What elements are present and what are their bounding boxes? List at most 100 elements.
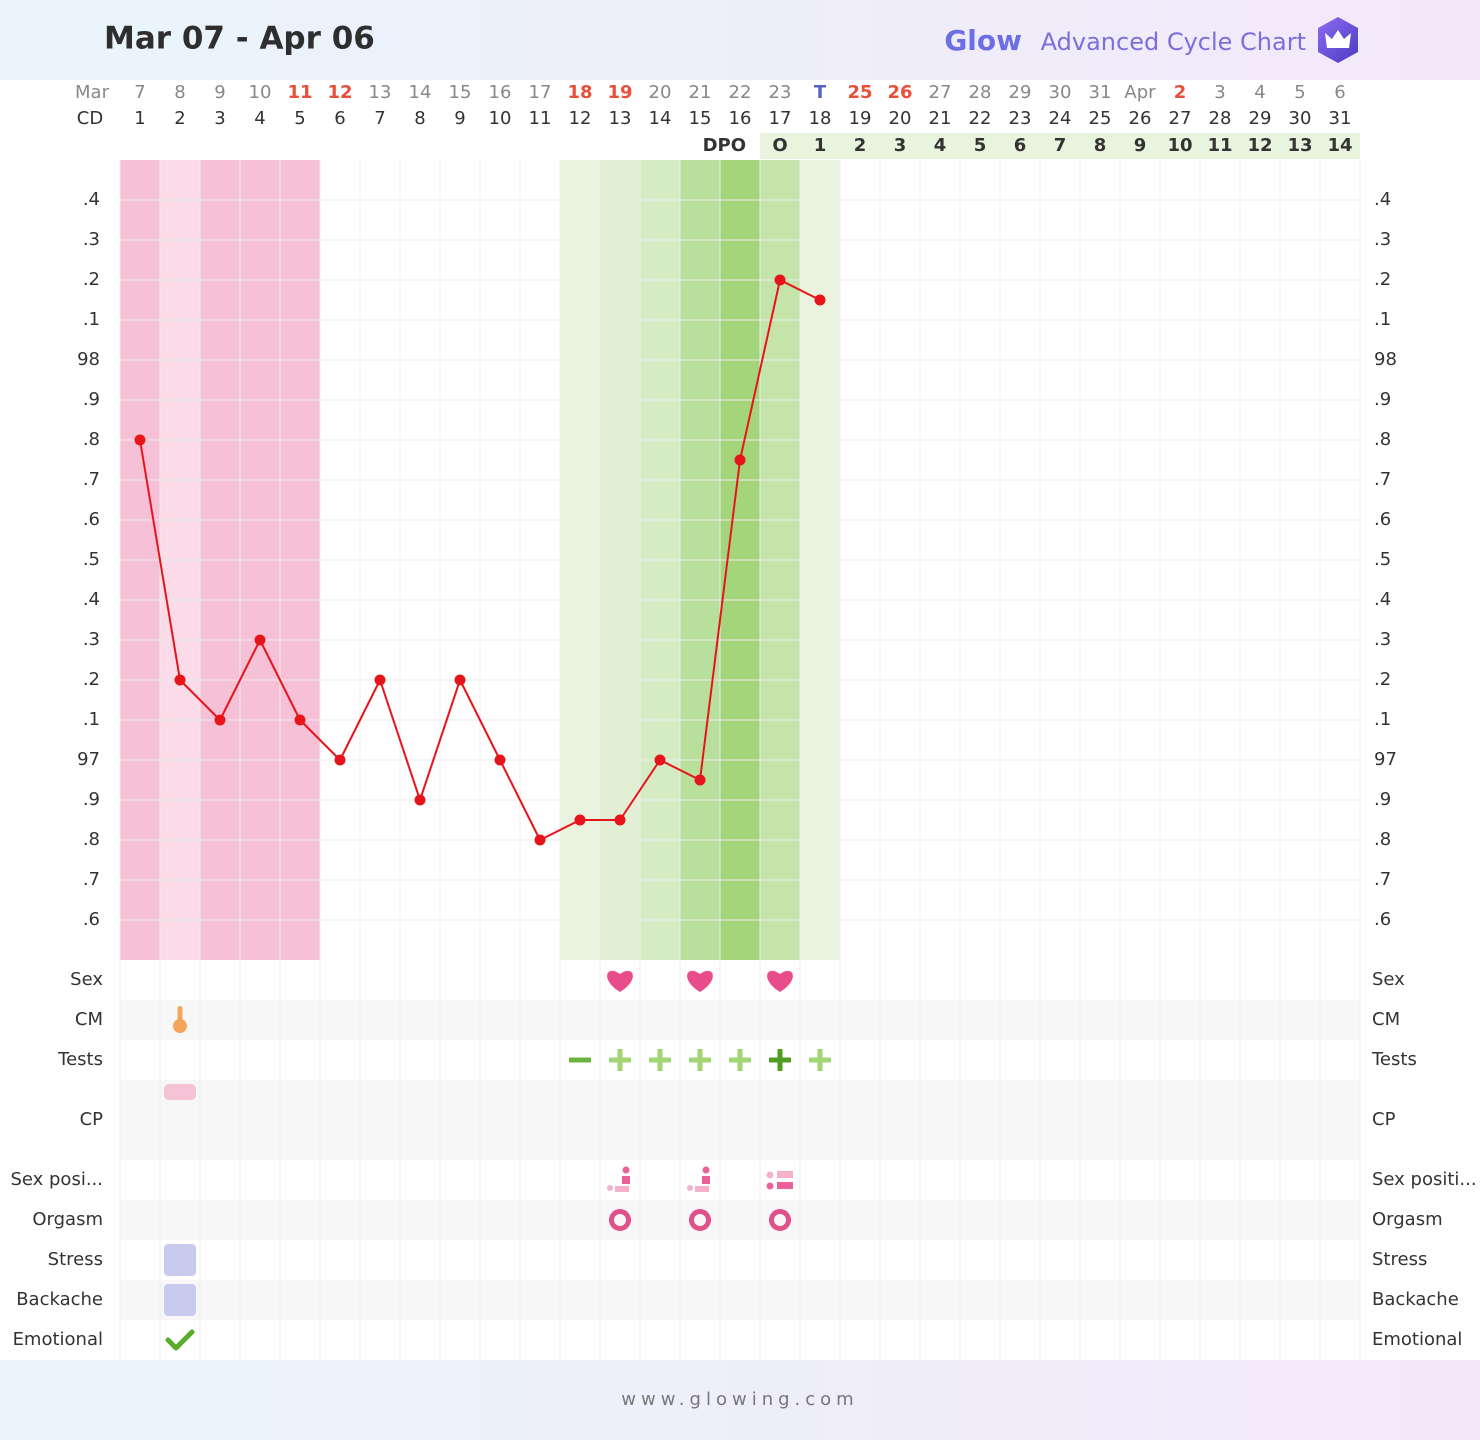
date-label: 23 — [769, 82, 792, 103]
y-tick-label: .4 — [83, 189, 100, 210]
dpo-title: DPO — [703, 135, 746, 156]
subtitle: Advanced Cycle Chart — [1041, 28, 1306, 56]
log-icon — [769, 1049, 791, 1071]
plot: .6.6.7.7.8.8.9.997 97.1.1.2.2.3.3.4.4.5.5… — [10, 82, 1477, 1351]
dpo-label: 4 — [934, 135, 947, 156]
y2-tick-label: 97 — [1374, 749, 1397, 770]
log-icon — [164, 1084, 196, 1100]
temperature-point — [494, 754, 506, 766]
log-icon — [649, 1049, 671, 1071]
row-band — [120, 1080, 1360, 1160]
grid — [119, 160, 1361, 1360]
icon-part — [817, 1049, 823, 1071]
y2-tick-label: .9 — [1374, 789, 1391, 810]
icon-part — [777, 1171, 793, 1178]
icon-part — [615, 1186, 629, 1192]
date-label: 12 — [327, 82, 352, 103]
icon-part — [689, 1209, 711, 1231]
row-label: Sex posi... — [10, 1169, 103, 1190]
temperature-line — [139, 278, 821, 842]
dpo-label: 7 — [1054, 135, 1067, 156]
date-label: 3 — [1214, 82, 1225, 103]
date-label: 2 — [1174, 82, 1187, 103]
y-tick-label: .5 — [83, 549, 100, 570]
icon-part — [569, 1057, 591, 1063]
row-band — [120, 1200, 1360, 1240]
y-tick-label: .2 — [83, 269, 100, 290]
date-label: 29 — [1009, 82, 1032, 103]
temperature-point — [814, 294, 826, 306]
date-label: 27 — [929, 82, 952, 103]
date-label: 8 — [174, 82, 185, 103]
icon-part — [769, 1209, 791, 1231]
icon-part — [702, 1166, 710, 1174]
y2-tick-label: .7 — [1374, 869, 1391, 890]
cd-label: 29 — [1249, 108, 1272, 129]
icon-part — [164, 1284, 196, 1316]
cd-label: 4 — [254, 108, 265, 129]
cd-label: 24 — [1049, 108, 1072, 129]
icon-part — [766, 1171, 774, 1179]
temperature-point — [694, 774, 706, 786]
y2-tick-label: .9 — [1374, 389, 1391, 410]
row-label: Stress — [48, 1249, 103, 1270]
icon-part — [702, 1176, 710, 1184]
y2-tick-label: .1 — [1374, 309, 1391, 330]
cd-label: 3 — [214, 108, 225, 129]
y-tick-label: .9 — [83, 789, 100, 810]
y2-tick-label: .4 — [1374, 189, 1391, 210]
dpo-label: 1 — [814, 135, 827, 156]
log-icon — [687, 970, 713, 992]
footer-band — [0, 1360, 1480, 1440]
cd-label: 26 — [1129, 108, 1152, 129]
temperature-point — [574, 814, 586, 826]
cd-label: 18 — [809, 108, 832, 129]
date-label: 20 — [649, 82, 672, 103]
row-label-right: Emotional — [1372, 1329, 1462, 1350]
row-label-right: Tests — [1371, 1049, 1417, 1070]
cd-label: 27 — [1169, 108, 1192, 129]
y2-tick-label: .2 — [1374, 269, 1391, 290]
y2-tick-label: 98 — [1374, 349, 1397, 370]
y-tick-label: .2 — [83, 669, 100, 690]
y-tick-label: .7 — [83, 469, 100, 490]
cd-label: 1 — [134, 108, 145, 129]
temperature-point — [454, 674, 466, 686]
date-label: 5 — [1294, 82, 1305, 103]
y-tick-label: .6 — [83, 909, 100, 930]
temperature-point — [294, 714, 306, 726]
dpo-label: 11 — [1207, 135, 1232, 156]
log-icon — [729, 1049, 751, 1071]
date-label: 19 — [607, 82, 632, 103]
y2-tick-label: .1 — [1374, 709, 1391, 730]
dpo-label: O — [772, 135, 787, 156]
log-icon — [767, 970, 793, 992]
date-label: 14 — [409, 82, 432, 103]
cd-label: 7 — [374, 108, 385, 129]
y-tick-label: .3 — [83, 229, 100, 250]
cd-label: 14 — [649, 108, 672, 129]
cd-label: 31 — [1329, 108, 1352, 129]
brand: Glow — [944, 24, 1022, 57]
cd-label: 28 — [1209, 108, 1232, 129]
temperature-point — [654, 754, 666, 766]
dpo-band — [760, 133, 1360, 159]
y2-tick-label: .2 — [1374, 669, 1391, 690]
icon-part — [777, 1049, 783, 1071]
y-tick-label: .1 — [83, 709, 100, 730]
cd-label: 23 — [1009, 108, 1032, 129]
y2-tick-label: .6 — [1374, 909, 1391, 930]
date-label: 28 — [969, 82, 992, 103]
y-tick-label: .9 — [83, 389, 100, 410]
cd-label: 11 — [529, 108, 552, 129]
y2-tick-label: .6 — [1374, 509, 1391, 530]
dpo-label: 3 — [894, 135, 907, 156]
cd-label: CD — [77, 108, 103, 129]
row-label-right: Sex — [1372, 969, 1405, 990]
log-icon — [609, 1209, 631, 1231]
row-band — [120, 1280, 1360, 1320]
icon-part — [657, 1049, 663, 1071]
row-label-right: CP — [1372, 1109, 1396, 1130]
row-label-right: Orgasm — [1372, 1209, 1443, 1230]
